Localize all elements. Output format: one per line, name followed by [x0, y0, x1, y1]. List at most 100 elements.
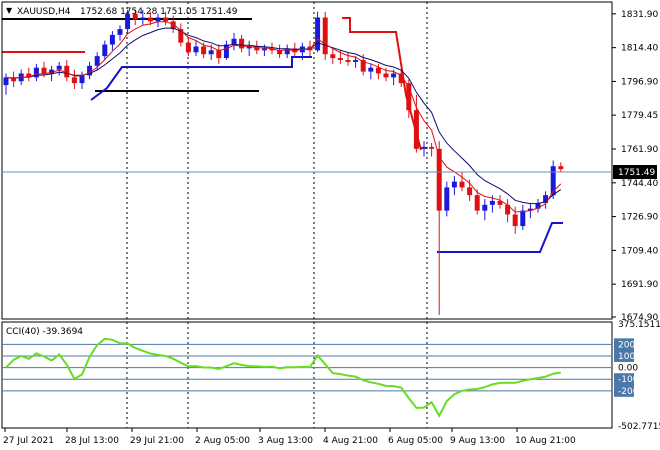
- cci-label: CCI(40) -39.3694: [6, 327, 83, 337]
- support-line-blue: [437, 222, 563, 253]
- current-price-label: 1751.49: [618, 168, 655, 178]
- candle-body: [170, 21, 176, 30]
- cci-grid: [126, 322, 428, 428]
- candle-body: [474, 195, 480, 211]
- candle-body: [413, 110, 419, 149]
- cci-tick-label: 100: [618, 352, 635, 362]
- price-tick-label: 1814.40: [621, 44, 658, 54]
- candle-body: [375, 67, 381, 74]
- slow-moving-average: [5, 27, 562, 205]
- candle-body: [482, 204, 488, 211]
- candle-body: [125, 13, 131, 30]
- candle-body: [193, 46, 199, 53]
- candle-body: [459, 181, 465, 188]
- cci-level-marker: [614, 338, 634, 351]
- price-levels: [2, 17, 563, 253]
- candle-body: [79, 75, 85, 84]
- candle-body: [155, 17, 161, 22]
- price-axis: 1831.90 1814.40 1796.90 1779.45 1761.90 1744.…: [612, 10, 658, 323]
- cci-tick-label: -100: [618, 375, 639, 385]
- candle-body: [26, 73, 32, 78]
- candle-body: [535, 202, 541, 209]
- time-axis: 27 Jul 2021 28 Jul 13:00 29 Jul 21:00 2 Aug…: [3, 428, 576, 446]
- candle-body: [353, 59, 359, 62]
- price-tick-label: 1761.90: [621, 145, 658, 155]
- candle-body: [140, 17, 146, 20]
- candle-body: [3, 77, 9, 86]
- cci-axis: 375.1511 200 100 0.00-100 -200 -502.7715: [614, 320, 660, 432]
- candle-body: [337, 58, 343, 60]
- candle-body: [41, 67, 47, 74]
- candle-body: [550, 166, 556, 196]
- candle-body: [307, 46, 313, 51]
- candle-body: [398, 73, 404, 84]
- price-plot-border: [1, 1, 613, 320]
- candle-body: [185, 42, 191, 53]
- candle-body: [520, 210, 526, 227]
- candle-body: [322, 17, 328, 55]
- candle-body: [383, 73, 389, 78]
- cci-tick-label: -502.7715: [618, 422, 660, 432]
- cci-level-marker: [614, 349, 634, 362]
- support-line-blue: [90, 56, 312, 101]
- candle-body: [505, 204, 511, 215]
- candle-body: [315, 17, 321, 51]
- candle-body: [102, 44, 108, 57]
- candle-body: [201, 46, 207, 55]
- candle-body: [246, 46, 252, 49]
- cci-tick-label: -200: [618, 387, 639, 397]
- candle-body: [216, 50, 222, 59]
- candle-body: [94, 56, 100, 66]
- candlesticks: [3, 9, 564, 315]
- price-tick-label: 1674.90: [621, 313, 658, 323]
- cci-tick-label: 375.1511: [618, 320, 660, 330]
- candle-body: [543, 195, 549, 203]
- candle-body: [391, 73, 397, 78]
- candle-body: [261, 48, 267, 51]
- candle-body: [406, 83, 412, 111]
- candle-body: [64, 65, 70, 78]
- time-tick-label: 9 Aug 13:00: [450, 436, 505, 446]
- candle-body: [512, 214, 518, 227]
- candle-body: [429, 146, 435, 149]
- header-arrow-icon[interactable]: ▼: [6, 6, 13, 15]
- candle-body: [223, 44, 229, 59]
- candle-body: [11, 77, 17, 82]
- candle-body: [497, 200, 503, 205]
- candle-body: [558, 166, 564, 170]
- time-tick-label: 6 Aug 05:00: [388, 436, 443, 446]
- candle-body: [87, 65, 93, 76]
- candle-body: [451, 181, 457, 188]
- candle-body: [109, 34, 115, 45]
- candle-body: [132, 13, 138, 20]
- price-tick-label: 1726.90: [621, 213, 658, 223]
- time-tick-label: 3 Aug 13:00: [258, 436, 313, 446]
- candle-body: [421, 146, 427, 149]
- candle-body: [444, 187, 450, 211]
- price-tick-label: 1744.40: [621, 179, 658, 189]
- price-tick-label: 1831.90: [621, 10, 658, 20]
- candle-body: [56, 65, 62, 70]
- candle-body: [117, 29, 123, 35]
- ohlc-label: 1752.68 1754.28 1751.05 1751.49: [80, 7, 238, 17]
- candle-body: [330, 54, 336, 59]
- candle-body: [71, 77, 77, 84]
- cci-line: [5, 337, 561, 418]
- price-tick-label: 1779.45: [621, 111, 658, 121]
- symbol-label: XAUUSD,H4: [17, 7, 71, 17]
- price-tick-label: 1709.40: [621, 246, 658, 256]
- candle-body: [527, 208, 533, 211]
- cci-tick-label: 0.00: [618, 364, 638, 374]
- time-tick-label: 29 Jul 21:00: [130, 436, 184, 446]
- cci-tick-label: 200: [618, 340, 635, 350]
- price-tick-label: 1796.90: [621, 77, 658, 87]
- time-tick-label: 27 Jul 2021: [3, 436, 54, 446]
- candle-body: [254, 46, 260, 51]
- candle-body: [345, 59, 351, 62]
- cci-panel-border: [1, 321, 613, 429]
- candle-body: [436, 148, 442, 211]
- candle-body: [368, 67, 374, 72]
- candle-body: [33, 67, 39, 78]
- candle-body: [239, 38, 245, 49]
